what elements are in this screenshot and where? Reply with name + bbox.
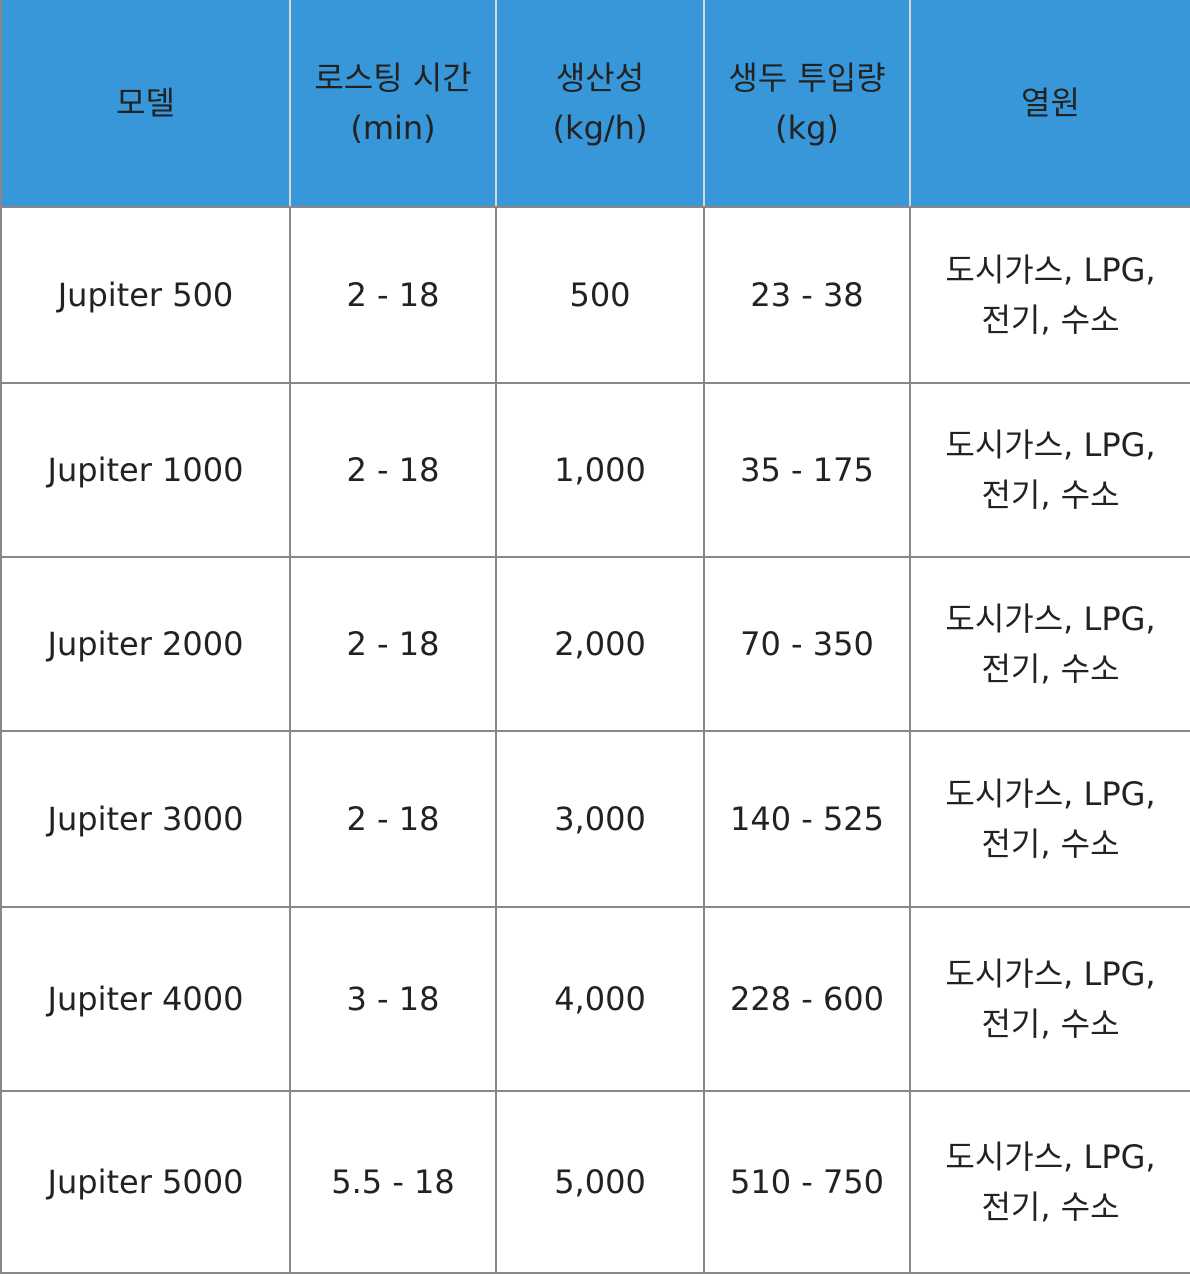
cell-text: 2 - 18 <box>346 451 440 489</box>
cell-text: 70 - 350 <box>740 625 874 663</box>
header-text: 모델 <box>116 84 175 122</box>
cell-text: 도시가스, LPG, <box>945 1138 1156 1176</box>
cell-text: 전기, 수소 <box>981 1005 1120 1043</box>
cell-batch: 70 - 350 <box>703 556 911 732</box>
cell-text: 500 <box>569 276 631 314</box>
cell-roast-time: 3 - 18 <box>289 906 497 1092</box>
cell-roast-time: 5.5 - 18 <box>289 1090 497 1274</box>
cell-model: Jupiter 4000 <box>0 906 291 1092</box>
cell-text: Jupiter 1000 <box>47 451 244 489</box>
cell-text: 2,000 <box>554 625 646 663</box>
cell-text: 도시가스, LPG, <box>945 955 1156 993</box>
cell-text: 1,000 <box>554 451 646 489</box>
cell-roast-time: 2 - 18 <box>289 730 497 908</box>
cell-heat-source: 도시가스, LPG, 전기, 수소 <box>909 906 1190 1092</box>
cell-heat-source: 도시가스, LPG, 전기, 수소 <box>909 556 1190 732</box>
table-body: Jupiter 500 2 - 18 500 23 - 38 도시가스, LPG, 전기,… <box>0 206 1190 1274</box>
cell-text: Jupiter 4000 <box>47 980 244 1018</box>
header-batch: 생두 투입량 (kg) <box>703 0 911 208</box>
cell-batch: 228 - 600 <box>703 906 911 1092</box>
table-row: Jupiter 5000 5.5 - 18 5,000 510 - 750 도시가스, … <box>0 1090 1190 1274</box>
cell-batch: 23 - 38 <box>703 206 911 384</box>
cell-text: 2 - 18 <box>346 276 440 314</box>
cell-capacity: 500 <box>495 206 705 384</box>
header-text: 생두 투입량 <box>728 59 886 97</box>
cell-text: 35 - 175 <box>740 451 874 489</box>
cell-text: 2 - 18 <box>346 800 440 838</box>
cell-roast-time: 2 - 18 <box>289 382 497 558</box>
cell-text: 228 - 600 <box>729 980 885 1018</box>
cell-batch: 140 - 525 <box>703 730 911 908</box>
cell-text: 3 - 18 <box>346 980 440 1018</box>
table-row: Jupiter 1000 2 - 18 1,000 35 - 175 도시가스, LPG… <box>0 382 1190 558</box>
header-row: 모델 로스팅 시간 (min) 생산성 (kg/h) 생두 투입량 (kg) 열원 <box>0 0 1190 208</box>
cell-heat-source: 도시가스, LPG, 전기, 수소 <box>909 206 1190 384</box>
cell-roast-time: 2 - 18 <box>289 206 497 384</box>
cell-roast-time: 2 - 18 <box>289 556 497 732</box>
cell-model: Jupiter 5000 <box>0 1090 291 1274</box>
cell-text: 2 - 18 <box>346 625 440 663</box>
cell-capacity: 4,000 <box>495 906 705 1092</box>
cell-heat-source: 도시가스, LPG, 전기, 수소 <box>909 382 1190 558</box>
cell-batch: 510 - 750 <box>703 1090 911 1274</box>
cell-text: 도시가스, LPG, <box>945 775 1156 813</box>
cell-text: 3,000 <box>554 800 646 838</box>
cell-text: Jupiter 2000 <box>47 625 244 663</box>
cell-text: Jupiter 500 <box>57 276 234 314</box>
header-model: 모델 <box>0 0 291 208</box>
header-text: 생산성 <box>555 59 645 97</box>
header-capacity: 생산성 (kg/h) <box>495 0 705 208</box>
cell-text: 5,000 <box>554 1163 646 1201</box>
cell-model: Jupiter 3000 <box>0 730 291 908</box>
cell-text: Jupiter 5000 <box>47 1163 244 1201</box>
cell-text: 510 - 750 <box>729 1163 885 1201</box>
cell-text: 전기, 수소 <box>981 825 1120 863</box>
header-roast-time: 로스팅 시간 (min) <box>289 0 497 208</box>
cell-batch: 35 - 175 <box>703 382 911 558</box>
header-text: (kg/h) <box>552 109 648 147</box>
header-text: 열원 <box>1021 84 1080 122</box>
cell-text: 전기, 수소 <box>981 476 1120 514</box>
cell-capacity: 5,000 <box>495 1090 705 1274</box>
cell-model: Jupiter 500 <box>0 206 291 384</box>
cell-text: 5.5 - 18 <box>331 1163 455 1201</box>
cell-model: Jupiter 2000 <box>0 556 291 732</box>
table-row: Jupiter 3000 2 - 18 3,000 140 - 525 도시가스, LP… <box>0 730 1190 908</box>
cell-text: 도시가스, LPG, <box>945 600 1156 638</box>
header-text: 로스팅 시간 <box>314 59 472 97</box>
table-row: Jupiter 500 2 - 18 500 23 - 38 도시가스, LPG, 전기,… <box>0 206 1190 384</box>
cell-text: 도시가스, LPG, <box>945 251 1156 289</box>
header-heat-source: 열원 <box>909 0 1190 208</box>
cell-heat-source: 도시가스, LPG, 전기, 수소 <box>909 730 1190 908</box>
cell-capacity: 2,000 <box>495 556 705 732</box>
cell-model: Jupiter 1000 <box>0 382 291 558</box>
cell-text: 전기, 수소 <box>981 650 1120 688</box>
header-text: (min) <box>350 109 436 147</box>
header-text: (kg) <box>775 109 839 147</box>
cell-text: 도시가스, LPG, <box>945 426 1156 464</box>
cell-text: 전기, 수소 <box>981 301 1120 339</box>
table-row: Jupiter 4000 3 - 18 4,000 228 - 600 도시가스, LP… <box>0 906 1190 1092</box>
cell-text: 23 - 38 <box>750 276 864 314</box>
cell-text: 4,000 <box>554 980 646 1018</box>
cell-text: Jupiter 3000 <box>47 800 244 838</box>
cell-capacity: 3,000 <box>495 730 705 908</box>
cell-text: 140 - 525 <box>729 800 885 838</box>
cell-capacity: 1,000 <box>495 382 705 558</box>
cell-heat-source: 도시가스, LPG, 전기, 수소 <box>909 1090 1190 1274</box>
cell-text: 전기, 수소 <box>981 1188 1120 1226</box>
table-row: Jupiter 2000 2 - 18 2,000 70 - 350 도시가스, LPG… <box>0 556 1190 732</box>
